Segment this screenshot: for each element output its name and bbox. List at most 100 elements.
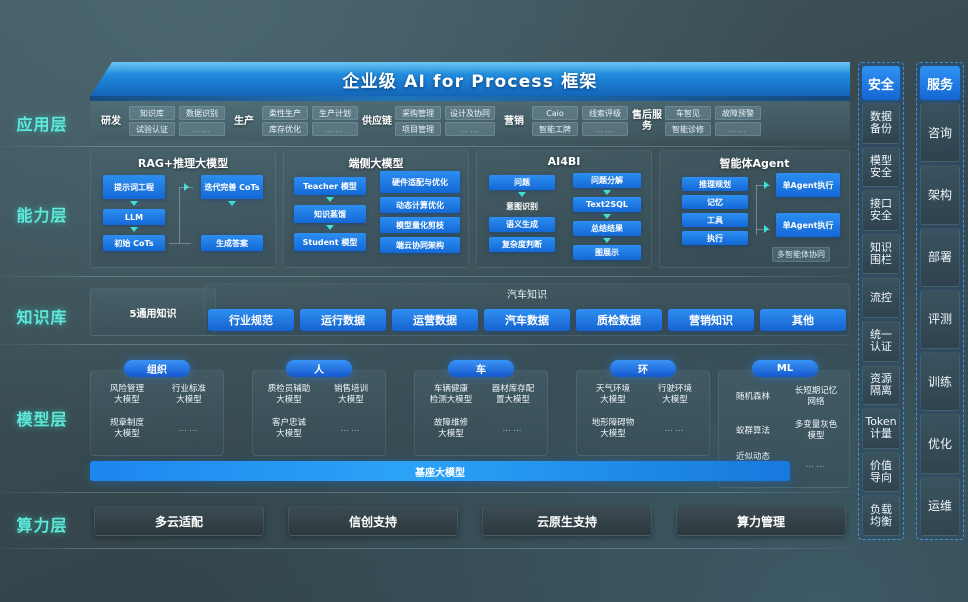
model-cell[interactable]: 风险管理 大模型 [109, 384, 144, 405]
app-chip-more[interactable]: …… [179, 122, 225, 136]
security-item-flow-control[interactable]: 流控 [862, 277, 900, 318]
service-item-consulting[interactable]: 咨询 [920, 103, 960, 163]
app-chip-more[interactable]: …… [715, 122, 761, 136]
app-chip[interactable]: 车智见 [665, 106, 711, 120]
app-chip[interactable]: 柔性生产 [262, 106, 308, 120]
node-llm[interactable]: LLM [103, 209, 165, 225]
app-group-rd[interactable]: 研发 知识库 试验认证 数据识别 …… [96, 104, 229, 138]
app-group-aftersales[interactable]: 售后服务 车智见 智能诊修 故障预警 …… [632, 104, 765, 138]
app-chip[interactable]: Caio [532, 106, 578, 120]
model-cell[interactable]: 客户忠诚 大模型 [271, 418, 306, 439]
model-cell[interactable]: 规章制度 大模型 [109, 418, 144, 439]
model-cell[interactable]: 器材库存配 置大模型 [491, 384, 535, 405]
model-cell[interactable]: 故障维修 大模型 [433, 418, 468, 439]
app-group-production[interactable]: 生产 柔性生产 库存优化 生产计划 …… [229, 104, 362, 138]
node-memory[interactable]: 记忆 [682, 195, 748, 209]
compute-cloudnative[interactable]: 云原生支持 [482, 506, 652, 536]
service-item-evaluation[interactable]: 评测 [920, 289, 960, 350]
model-cell[interactable]: 质检员辅助 大模型 [267, 384, 311, 405]
security-item-model-security[interactable]: 模型安全 [862, 146, 900, 188]
security-item-unified-auth[interactable]: 统一认证 [862, 320, 900, 362]
app-chip[interactable]: 故障预警 [715, 106, 761, 120]
app-chip-more[interactable]: …… [312, 122, 358, 136]
node-generate-answer[interactable]: 生成答案 [201, 235, 263, 251]
node-reasoning-planning[interactable]: 推理规划 [682, 177, 748, 191]
app-chip[interactable]: 库存优化 [262, 122, 308, 136]
model-cell[interactable]: 销售培训 大模型 [333, 384, 368, 405]
security-item-load-balancing[interactable]: 负载均衡 [862, 495, 900, 536]
kb-chip-business-data[interactable]: 运营数据 [392, 309, 478, 331]
security-item-api-security[interactable]: 接口安全 [862, 190, 900, 231]
security-item-value-orientation[interactable]: 价值导向 [862, 451, 900, 493]
model-cell-more[interactable]: …… [664, 424, 686, 434]
node-edge-cloud-arch[interactable]: 端云协同架构 [380, 237, 460, 253]
app-chip[interactable]: 智能诊修 [665, 122, 711, 136]
app-chip[interactable]: 线索评级 [582, 106, 628, 120]
model-group-pill-organization[interactable]: 组织 [124, 360, 190, 377]
security-item-resource-isolation[interactable]: 资源隔离 [862, 364, 900, 406]
kb-chip-marketing-knowledge[interactable]: 营销知识 [668, 309, 754, 331]
service-item-optimization[interactable]: 优化 [920, 414, 960, 474]
model-cell-more[interactable]: …… [502, 424, 524, 434]
app-chip[interactable]: 项目管理 [395, 122, 441, 136]
kb-chip-other[interactable]: 其他 [760, 309, 846, 331]
base-model-bar[interactable]: 基座大模型 [90, 461, 790, 481]
node-knowledge-distillation[interactable]: 知识蒸馏 [294, 205, 366, 223]
model-cell[interactable]: 蚁群算法 [735, 426, 770, 436]
node-summarize-result[interactable]: 总结结果 [573, 221, 641, 236]
security-item-knowledge-guardrail[interactable]: 知识围栏 [862, 233, 900, 275]
app-chip-more[interactable]: …… [445, 122, 495, 136]
app-group-marketing[interactable]: 营销 Caio 智能工牌 线索评级 …… [499, 104, 632, 138]
kb-chip-quality-data[interactable]: 质检数据 [576, 309, 662, 331]
node-question-decomposition[interactable]: 问题分解 [573, 173, 641, 188]
app-chip[interactable]: 生产计划 [312, 106, 358, 120]
node-model-quantization[interactable]: 模型量化剪枝 [380, 217, 460, 233]
app-chip[interactable]: 采购管理 [395, 106, 441, 120]
model-group-pill-ml[interactable]: ML [752, 360, 818, 377]
app-chip-more[interactable]: …… [582, 122, 628, 136]
model-cell[interactable]: 车辆健康 检测大模型 [429, 384, 473, 405]
compute-multicloud[interactable]: 多云适配 [94, 506, 264, 536]
compute-xinchuang[interactable]: 信创支持 [288, 506, 458, 536]
kb-chip-industry-spec[interactable]: 行业规范 [208, 309, 294, 331]
node-tools[interactable]: 工具 [682, 213, 748, 227]
node-execution[interactable]: 执行 [682, 231, 748, 245]
app-chip[interactable]: 知识库 [129, 106, 175, 120]
model-group-pill-environment[interactable]: 环 [610, 360, 676, 377]
knowledge-general[interactable]: 5通用知识 [90, 288, 216, 336]
security-item-token-metering[interactable]: Token计量 [862, 408, 900, 449]
node-teacher-model[interactable]: Teacher 模型 [294, 177, 366, 195]
compute-management[interactable]: 算力管理 [676, 506, 846, 536]
model-cell-more[interactable]: …… [178, 424, 200, 434]
model-cell[interactable]: 天气环境 大模型 [595, 384, 630, 405]
service-item-operations[interactable]: 运维 [920, 476, 960, 536]
node-question[interactable]: 问题 [489, 175, 555, 190]
node-intent-recognition[interactable]: 意图识别 [506, 201, 538, 211]
app-chip[interactable]: 试验认证 [129, 122, 175, 136]
security-item-data-backup[interactable]: 数据备份 [862, 103, 900, 144]
service-item-architecture[interactable]: 架构 [920, 165, 960, 225]
model-cell[interactable]: 行业标准 大模型 [171, 384, 206, 405]
node-text2sql[interactable]: Text2SQL [573, 197, 641, 212]
node-complexity-judgement[interactable]: 复杂度判断 [489, 237, 555, 252]
app-chip[interactable]: 数据识别 [179, 106, 225, 120]
node-single-agent-exec-2[interactable]: 单Agent执行 [776, 213, 840, 237]
model-group-pill-people[interactable]: 人 [286, 360, 352, 377]
node-initial-cots[interactable]: 初始 CoTs [103, 235, 165, 251]
app-chip[interactable]: 智能工牌 [532, 122, 578, 136]
node-iterative-cots[interactable]: 迭代完善 CoTs [201, 175, 263, 199]
kb-chip-vehicle-data[interactable]: 汽车数据 [484, 309, 570, 331]
node-dynamic-compute-opt[interactable]: 动态计算优化 [380, 197, 460, 213]
node-single-agent-exec-1[interactable]: 单Agent执行 [776, 173, 840, 197]
node-hardware-adaptation[interactable]: 硬件适配与优化 [380, 171, 460, 193]
service-item-deployment[interactable]: 部署 [920, 227, 960, 287]
kb-chip-operation-data[interactable]: 运行数据 [300, 309, 386, 331]
model-cell[interactable]: 随机森林 [735, 392, 770, 402]
model-cell[interactable]: 行驶环境 大模型 [657, 384, 692, 405]
node-chart-display[interactable]: 图展示 [573, 245, 641, 260]
model-cell[interactable]: 多变量灰色 模型 [794, 420, 838, 441]
model-group-pill-vehicle[interactable]: 车 [448, 360, 514, 377]
model-cell-more[interactable]: …… [340, 424, 362, 434]
app-group-supply-chain[interactable]: 供应链 采购管理 项目管理 设计及协同 …… [362, 104, 499, 138]
model-cell[interactable]: 地形障碍物 大模型 [591, 418, 635, 439]
